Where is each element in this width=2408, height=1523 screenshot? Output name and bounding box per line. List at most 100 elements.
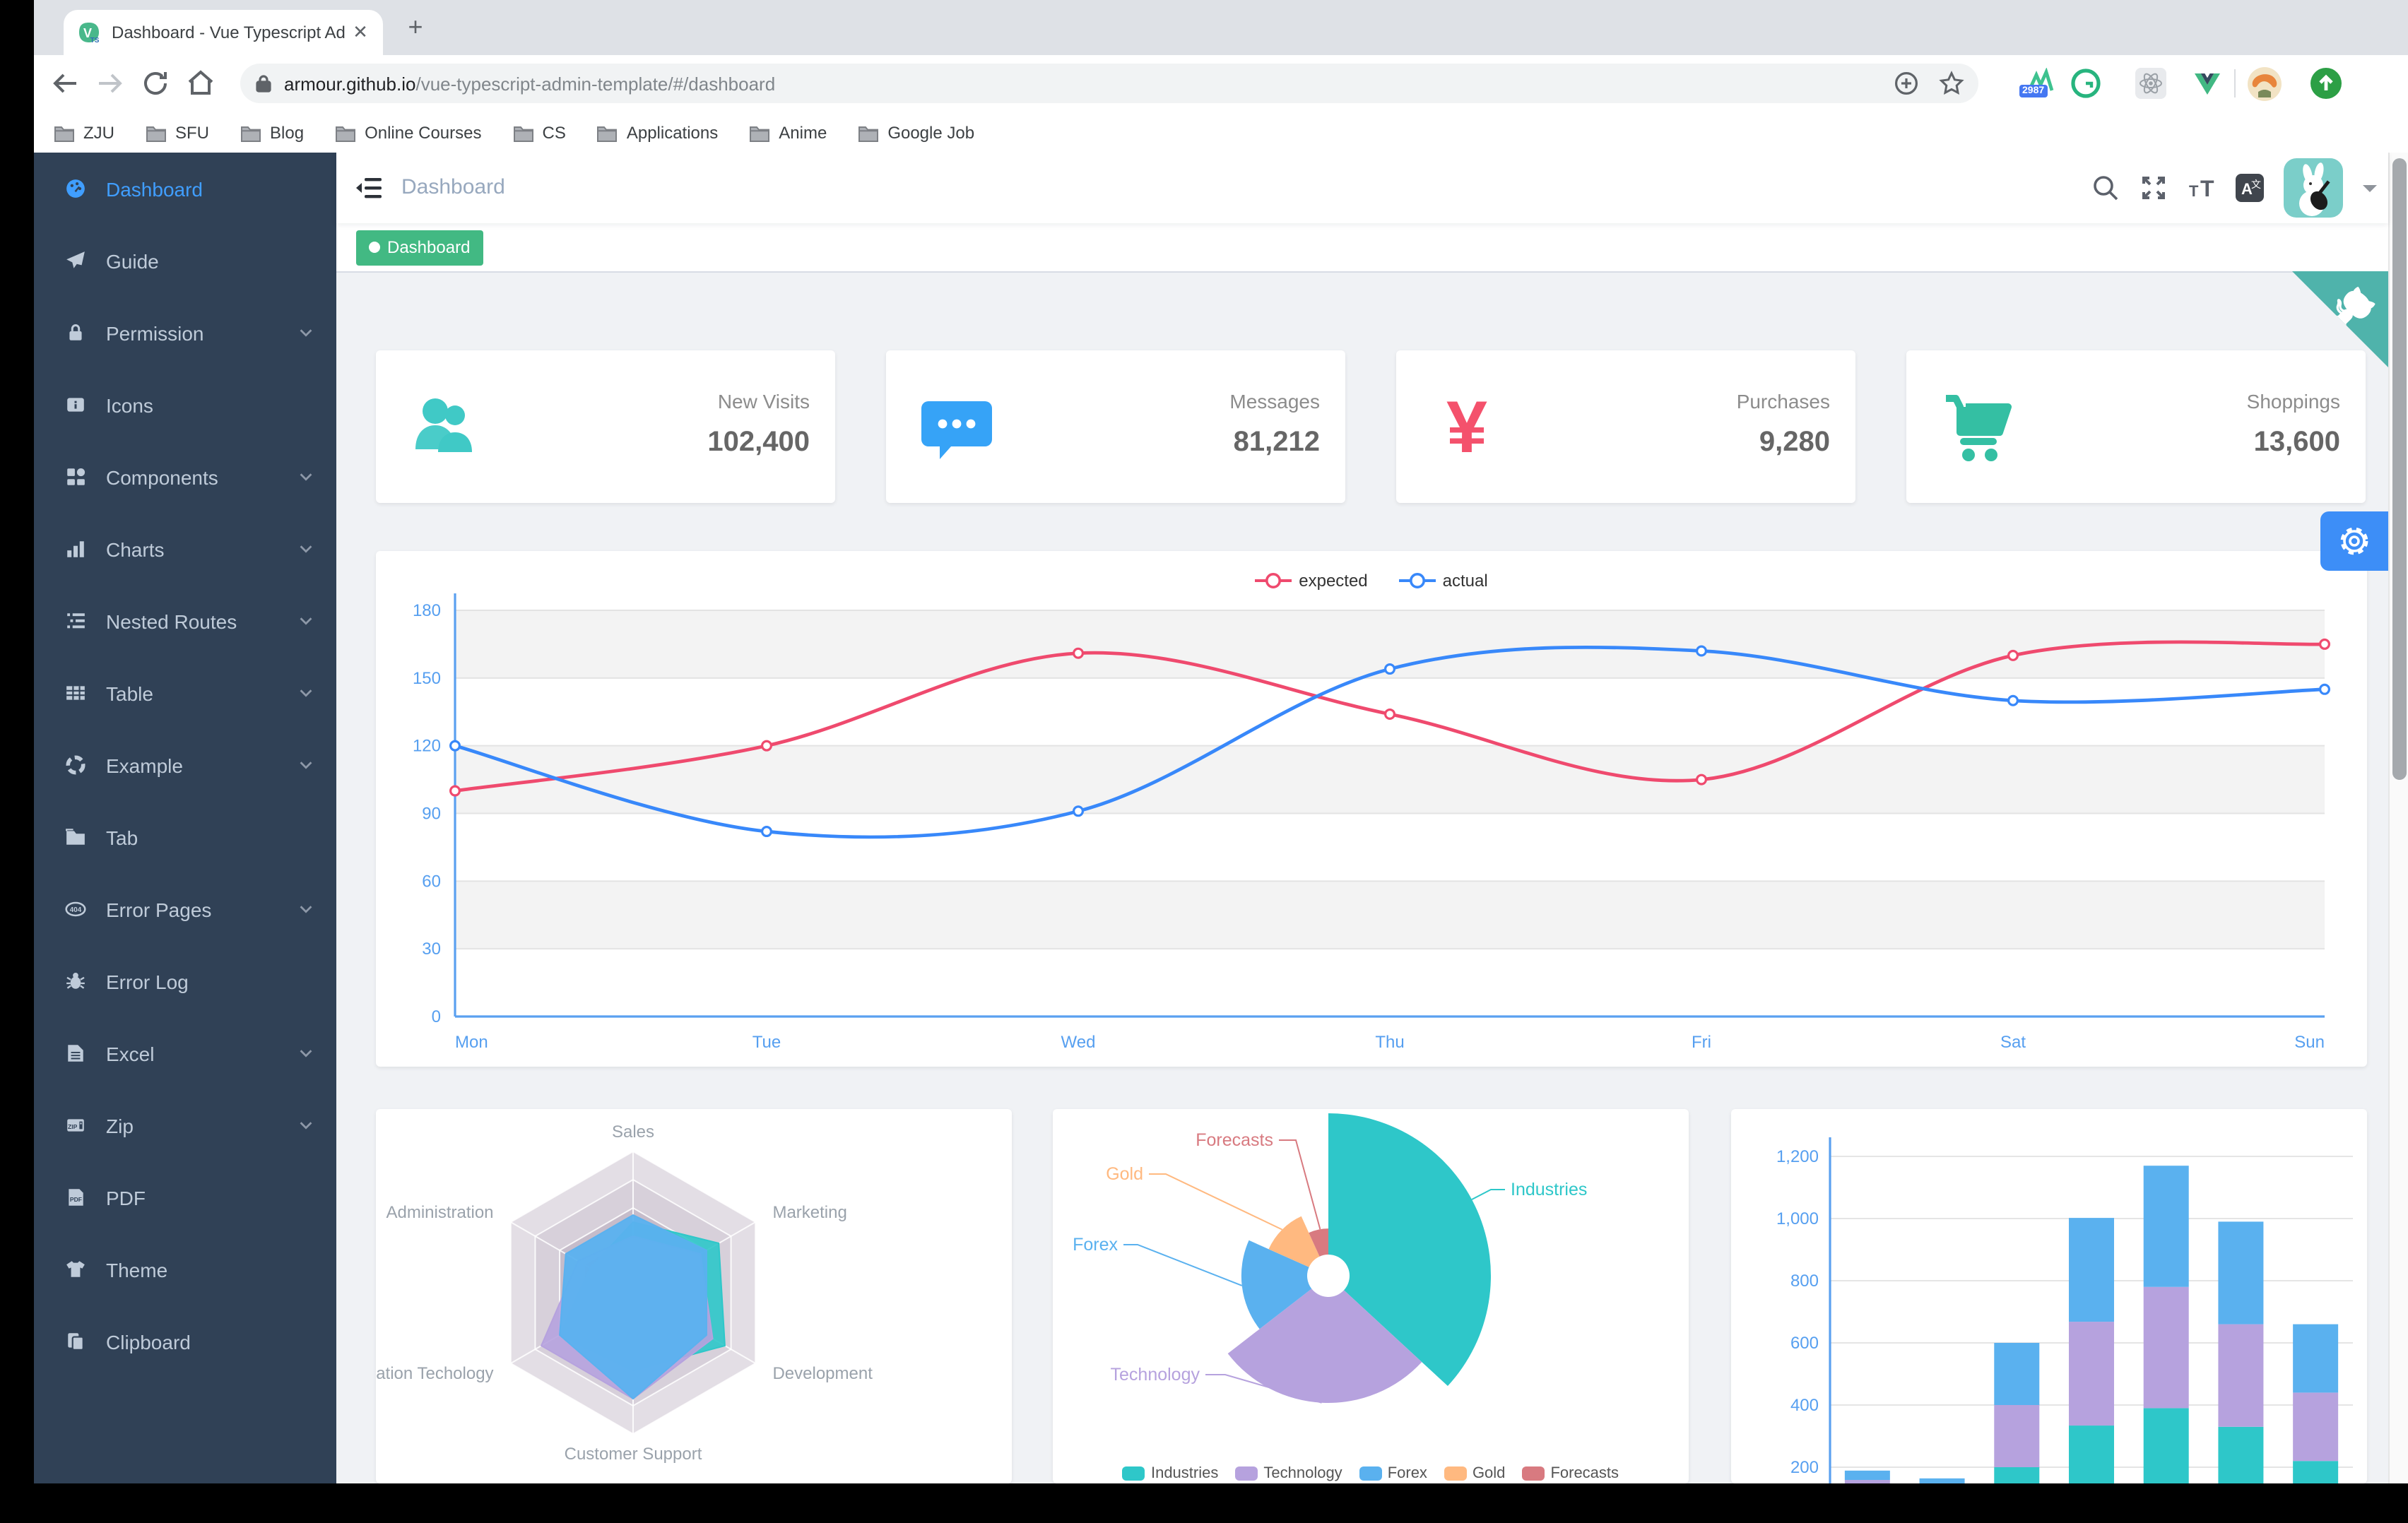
bookmark-online-courses[interactable]: Online Courses bbox=[335, 123, 482, 143]
bookmark-sfu[interactable]: SFU bbox=[146, 123, 209, 143]
stat-label: Messages bbox=[1229, 390, 1320, 413]
page-scrollbar[interactable] bbox=[2388, 153, 2408, 1483]
sidebar-toggle-icon[interactable] bbox=[353, 172, 384, 203]
sidebar-item-nested-routes[interactable]: Nested Routes bbox=[34, 585, 336, 657]
zoom-plus-icon[interactable] bbox=[1894, 71, 1919, 96]
nested-icon bbox=[65, 610, 86, 632]
svg-text:120: 120 bbox=[413, 737, 441, 756]
bookmark-cs[interactable]: CS bbox=[513, 123, 566, 143]
tab-close-icon[interactable]: ✕ bbox=[353, 21, 368, 42]
sidebar-item-icons[interactable]: Icons bbox=[34, 369, 336, 441]
chevron-down-icon bbox=[297, 684, 315, 702]
legend-label: Forex bbox=[1387, 1465, 1427, 1482]
sidebar-item-error-log[interactable]: Error Log bbox=[34, 945, 336, 1017]
svg-text:Thu: Thu bbox=[1375, 1033, 1404, 1052]
svg-text:200: 200 bbox=[1790, 1458, 1819, 1477]
legend-item-expected[interactable]: expected bbox=[1255, 571, 1368, 591]
sidebar-item-components[interactable]: Components bbox=[34, 441, 336, 513]
bookmark-label: Google Job bbox=[887, 123, 975, 143]
sidebar-item-table[interactable]: Table bbox=[34, 657, 336, 729]
svg-text:PDF: PDF bbox=[70, 1196, 82, 1203]
url-bar[interactable]: armour.github.io/vue-typescript-admin-te… bbox=[240, 64, 1978, 103]
search-icon[interactable] bbox=[2091, 174, 2120, 202]
legend-item-gold[interactable]: Gold bbox=[1444, 1465, 1505, 1482]
pie-chart[interactable]: Industries Technology Forex Gold Forecasts bbox=[1053, 1109, 1689, 1465]
github-corner[interactable] bbox=[2292, 271, 2388, 367]
extension-vuemastery-icon[interactable]: 2987 bbox=[2019, 68, 2056, 99]
reload-icon[interactable] bbox=[138, 66, 172, 100]
sidebar-item-example[interactable]: Example bbox=[34, 729, 336, 801]
legend-item-actual[interactable]: actual bbox=[1398, 571, 1488, 591]
extension-react-icon[interactable] bbox=[2135, 68, 2166, 99]
tag-dashboard[interactable]: Dashboard bbox=[356, 230, 483, 265]
sidebar-item-permission[interactable]: Permission bbox=[34, 297, 336, 369]
bookmark-zju[interactable]: ZJU bbox=[54, 123, 114, 143]
back-icon[interactable] bbox=[48, 66, 82, 100]
error404-icon: 404 bbox=[65, 899, 86, 920]
svg-text:150: 150 bbox=[413, 669, 441, 688]
svg-text:Gold: Gold bbox=[1106, 1164, 1143, 1184]
bookmark-google-job[interactable]: Google Job bbox=[858, 123, 974, 143]
legend-item-industries[interactable]: Industries bbox=[1122, 1465, 1218, 1482]
stat-card-messages[interactable]: Messages 81,212 bbox=[886, 350, 1345, 503]
stat-card-purchases[interactable]: ¥ Purchases 9,280 bbox=[1396, 350, 1855, 503]
extension-grammarly-icon[interactable] bbox=[2070, 68, 2101, 99]
sidebar-item-tab[interactable]: Tab bbox=[34, 801, 336, 873]
scrollbar-thumb[interactable] bbox=[2392, 158, 2407, 780]
sidebar-item-theme[interactable]: Theme bbox=[34, 1233, 336, 1305]
extension-vue-icon[interactable] bbox=[2192, 68, 2223, 99]
browser-tab[interactable]: V TS Dashboard - Vue Typescript Ad ✕ bbox=[64, 10, 383, 55]
browser-profile-avatar[interactable] bbox=[2247, 66, 2282, 102]
new-tab-button[interactable]: + bbox=[408, 13, 423, 41]
sidebar-item-label: Zip bbox=[106, 1114, 134, 1137]
fullscreen-icon[interactable] bbox=[2140, 174, 2168, 202]
sidebar-item-charts[interactable]: Charts bbox=[34, 513, 336, 585]
svg-text:Fri: Fri bbox=[1692, 1033, 1711, 1052]
stat-card-shoppings[interactable]: Shoppings 13,600 bbox=[1906, 350, 2366, 503]
sidebar-item-error-pages[interactable]: 404 Error Pages bbox=[34, 873, 336, 945]
bar-chart[interactable]: 1,200 1,000 800 600 400 200 bbox=[1731, 1109, 2367, 1483]
legend-chip bbox=[1122, 1466, 1145, 1481]
browser-update-icon[interactable] bbox=[2309, 66, 2343, 100]
avatar-caret-icon[interactable] bbox=[2363, 185, 2377, 199]
chevron-down-icon bbox=[297, 900, 315, 918]
svg-text:Information Techology: Information Techology bbox=[376, 1364, 494, 1383]
stat-card-new-visits[interactable]: New Visits 102,400 bbox=[376, 350, 835, 503]
bookmark-applications[interactable]: Applications bbox=[597, 123, 718, 143]
sidebar-item-clipboard[interactable]: Clipboard bbox=[34, 1305, 336, 1377]
line-chart[interactable]: 180 150 120 90 60 30 0 Mon Tue Wed Thu Fri Sat Sun bbox=[376, 551, 2367, 1067]
sidebar-item-guide[interactable]: Guide bbox=[34, 225, 336, 297]
settings-panel-button[interactable] bbox=[2320, 511, 2388, 571]
sidebar-item-zip[interactable]: ZIP Zip bbox=[34, 1089, 336, 1161]
legend-item-forecasts[interactable]: Forecasts bbox=[1522, 1465, 1619, 1482]
dashboard-content: New Visits 102,400 Messages 81,212 ¥ Purchase… bbox=[336, 271, 2388, 1483]
bookmark-anime[interactable]: Anime bbox=[749, 123, 827, 143]
bookmark-star-icon[interactable] bbox=[1939, 71, 1964, 96]
sidebar-item-label: Permission bbox=[106, 321, 204, 344]
sidebar-item-label: Error Log bbox=[106, 970, 189, 992]
radar-chart[interactable]: Sales Administration Information Techology… bbox=[376, 1109, 1012, 1483]
legend-item-forex[interactable]: Forex bbox=[1359, 1465, 1427, 1482]
stat-value: 9,280 bbox=[1759, 427, 1830, 458]
home-icon[interactable] bbox=[184, 66, 218, 100]
forward-icon[interactable] bbox=[93, 66, 127, 100]
legend-item-technology[interactable]: Technology bbox=[1235, 1465, 1342, 1482]
folder-icon bbox=[513, 126, 533, 141]
sidebar-item-excel[interactable]: Excel bbox=[34, 1017, 336, 1089]
table-icon bbox=[65, 682, 86, 704]
sidebar-item-pdf[interactable]: PDF PDF bbox=[34, 1161, 336, 1233]
tag-label: Dashboard bbox=[387, 237, 471, 257]
folder-icon bbox=[54, 126, 74, 141]
lock-icon bbox=[65, 322, 86, 343]
stat-label: New Visits bbox=[717, 390, 810, 413]
bug-icon bbox=[65, 971, 86, 992]
line-chart-legend: expected actual bbox=[376, 571, 2367, 591]
bookmark-blog[interactable]: Blog bbox=[240, 123, 304, 143]
clipboard-icon bbox=[65, 1331, 86, 1352]
user-avatar[interactable] bbox=[2284, 158, 2343, 218]
bookmarks-bar: ZJU SFU Blog Online Courses CS Applications An… bbox=[34, 113, 2408, 154]
sidebar-item-dashboard[interactable]: Dashboard bbox=[34, 153, 336, 225]
